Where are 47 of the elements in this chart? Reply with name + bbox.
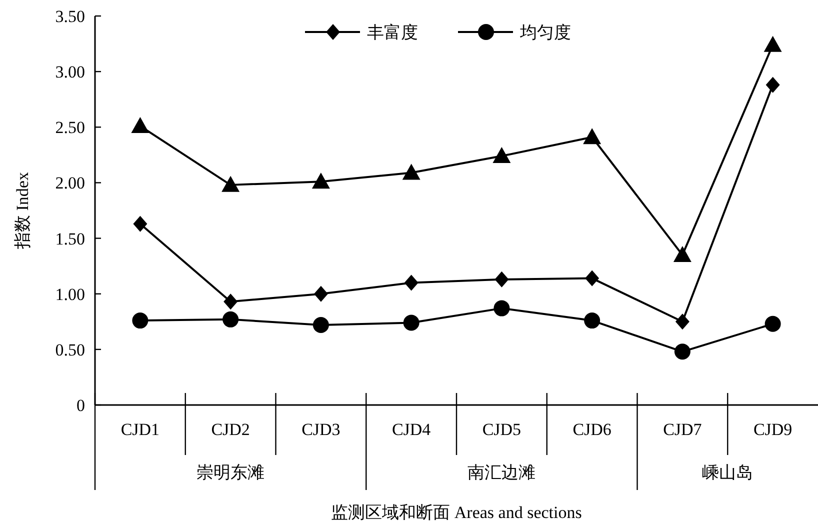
point [674,344,690,360]
point [675,314,690,330]
point [584,312,600,329]
point [132,312,148,329]
point [312,316,329,333]
point [133,216,148,232]
point [312,172,330,189]
point [402,164,420,180]
legend-label: 均匀度 [519,23,571,42]
x-tick-label: CJD2 [211,420,250,439]
x-tick-label: CJD7 [663,420,702,439]
y-tick-label: 0.50 [55,340,85,360]
point [494,300,510,316]
x-tick-label: CJD5 [482,420,522,439]
x-tick-label: CJD6 [572,420,612,439]
x-tick-label: CJD3 [302,420,340,439]
point [764,316,781,332]
y-tick-label: 0 [76,396,85,415]
y-tick-label: 2.00 [55,174,85,193]
point [492,147,511,164]
point [314,286,328,302]
text: 崇明东滩 [196,463,265,482]
point [673,246,692,262]
point [222,311,239,328]
y-tick-label: 1.50 [55,229,85,248]
y-axis-title: 指数 Index [13,172,32,250]
point [764,36,782,52]
y-tick-label: 3.50 [55,7,85,26]
legend-label: 丰富度 [367,23,418,42]
x-tick-label: CJD1 [120,420,160,439]
point [585,270,600,286]
point [222,176,240,192]
point [131,117,150,134]
y-tick-label: 1.00 [55,284,85,304]
y-tick-label: 2.50 [55,118,85,138]
x-axis-title: 监测区域和断面 Areas and sections [331,503,582,522]
x-tick-label: CJD4 [392,420,432,439]
point [224,294,238,310]
y-tick-label: 3.00 [55,62,85,82]
point [404,274,418,291]
point [583,128,602,144]
text: 嵊山岛 [702,463,754,482]
point [494,271,509,288]
point [766,76,780,93]
point [403,314,420,331]
x-tick-label: CJD9 [753,420,792,439]
text: 南汇边滩 [468,463,536,482]
